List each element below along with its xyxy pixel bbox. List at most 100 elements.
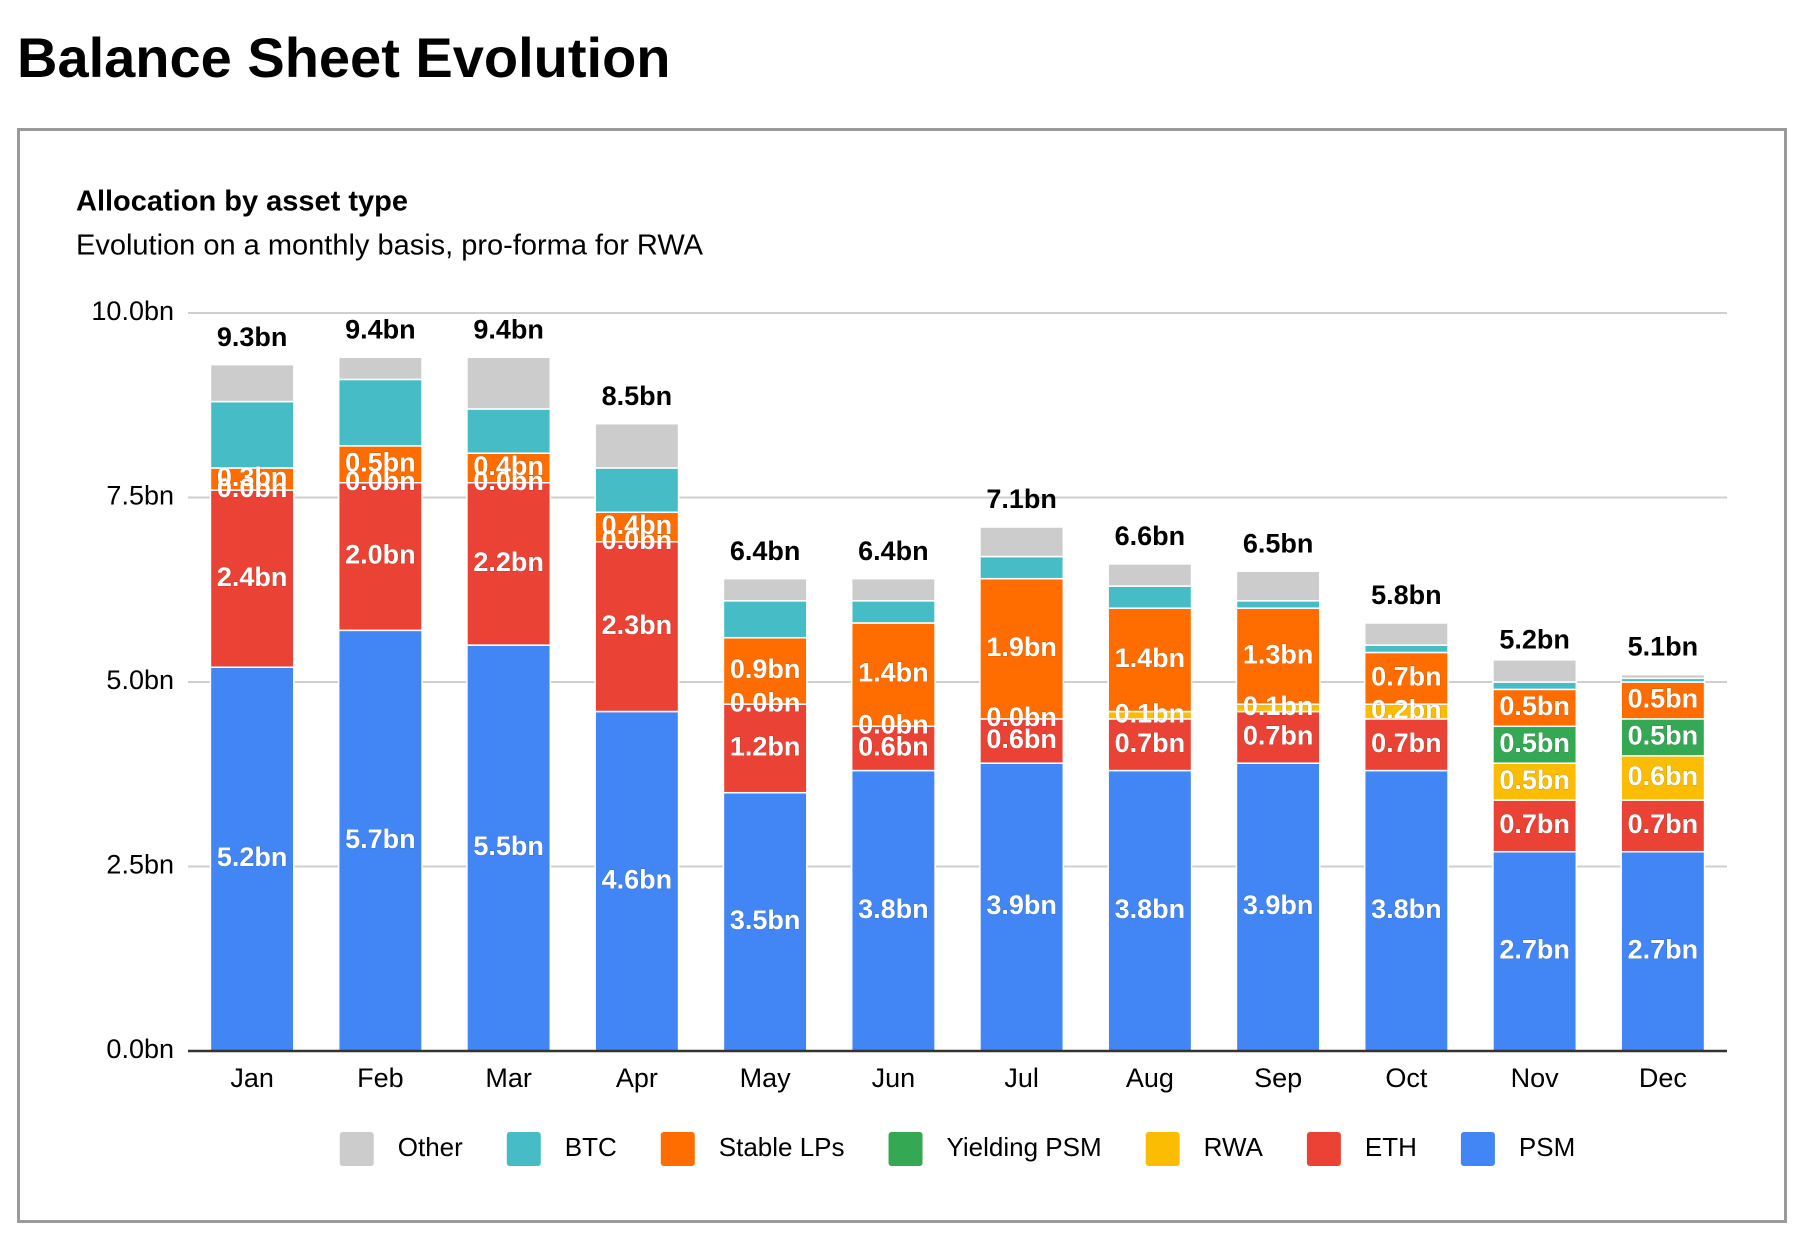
data-label: 5.2bn xyxy=(217,842,288,872)
legend-label: BTC xyxy=(565,1132,617,1162)
bar-segment xyxy=(979,762,1065,1052)
data-label: 0.4bn xyxy=(473,451,544,481)
bar-segment xyxy=(1107,769,1193,1052)
bar-segment xyxy=(466,644,552,1052)
y-tick-label: 5.0bn xyxy=(106,665,174,695)
legend-label: PSM xyxy=(1519,1132,1575,1162)
bar-segment xyxy=(1620,755,1706,801)
bar-segment xyxy=(209,363,295,403)
bar-segment xyxy=(594,541,680,713)
data-label: 0.3bn xyxy=(217,462,288,492)
total-label: 6.4bn xyxy=(730,536,801,566)
bar-segment xyxy=(1107,718,1193,772)
legend-label: Stable LPs xyxy=(719,1132,845,1162)
data-label: 0.6bn xyxy=(858,732,929,762)
bar-segment xyxy=(337,356,423,381)
bar-segment xyxy=(979,718,1065,764)
bar-segment xyxy=(337,378,423,447)
x-tick-label: Oct xyxy=(1385,1063,1428,1093)
data-label: 0.0bn xyxy=(730,687,801,717)
data-label: 0.5bn xyxy=(1628,720,1699,750)
total-label: 6.4bn xyxy=(858,536,929,566)
bar-segment xyxy=(1492,725,1578,764)
legend-swatch xyxy=(1460,1132,1495,1166)
bar-segment xyxy=(1620,718,1706,757)
bar-segment xyxy=(594,511,680,543)
data-label: 0.0bn xyxy=(345,466,416,496)
data-label: 0.6bn xyxy=(986,724,1057,754)
bar-segment xyxy=(1235,570,1321,602)
data-label: 3.8bn xyxy=(1115,894,1186,924)
bar-segment xyxy=(1492,850,1578,1052)
data-label: 2.7bn xyxy=(1628,934,1699,964)
bar-segment xyxy=(979,526,1065,558)
total-label: 5.2bn xyxy=(1499,624,1570,654)
x-tick-label: Aug xyxy=(1126,1063,1174,1093)
bar-segment xyxy=(1492,681,1578,691)
bar-segment xyxy=(1620,681,1706,720)
data-label: 0.0bn xyxy=(858,709,929,739)
x-tick-label: Jun xyxy=(872,1063,916,1093)
data-label: 0.5bn xyxy=(1499,765,1570,795)
data-label: 0.5bn xyxy=(1499,728,1570,758)
y-tick-label: 10.0bn xyxy=(91,296,174,326)
data-label: 0.7bn xyxy=(1243,720,1314,750)
legend-label: Other xyxy=(398,1132,463,1162)
data-label: 3.8bn xyxy=(858,894,929,924)
x-tick-label: Jul xyxy=(1004,1063,1039,1093)
bar-segment xyxy=(722,636,808,705)
y-tick-label: 0.0bn xyxy=(106,1034,174,1064)
bar-segment xyxy=(594,422,680,469)
data-label: 0.4bn xyxy=(602,510,673,540)
data-label: 1.9bn xyxy=(986,632,1057,662)
data-label: 0.9bn xyxy=(730,654,801,684)
data-label: 0.1bn xyxy=(1115,698,1186,728)
bar-segment xyxy=(1235,762,1321,1052)
chart-title: Allocation by asset type xyxy=(76,186,408,218)
total-label: 9.4bn xyxy=(345,314,416,344)
legend-swatch xyxy=(1145,1132,1180,1166)
bar-segment xyxy=(1620,799,1706,853)
data-label: 0.7bn xyxy=(1371,728,1442,758)
bar-segment xyxy=(594,710,680,1052)
data-label: 2.2bn xyxy=(473,547,544,577)
bar-segment xyxy=(337,481,423,632)
bar-segment xyxy=(594,467,680,514)
data-label: 3.8bn xyxy=(1371,894,1442,924)
data-label: 5.7bn xyxy=(345,824,416,854)
total-label: 5.8bn xyxy=(1371,580,1442,610)
bar-segment xyxy=(1363,718,1449,772)
x-tick-label: Jan xyxy=(230,1063,274,1093)
bar-segment xyxy=(722,600,808,639)
bar-segment xyxy=(1492,659,1578,683)
data-label: 0.1bn xyxy=(1243,691,1314,721)
bar-segment xyxy=(850,725,936,772)
x-tick-label: Mar xyxy=(485,1063,532,1093)
data-label: 3.9bn xyxy=(1243,890,1314,920)
bar-segment xyxy=(979,555,1065,580)
x-tick-label: Dec xyxy=(1639,1063,1687,1093)
chart-subtitle: Evolution on a monthly basis, pro-forma … xyxy=(76,230,704,262)
legend-label: RWA xyxy=(1204,1132,1264,1162)
total-label: 8.5bn xyxy=(602,381,673,411)
data-label: 0.0bn xyxy=(473,466,544,496)
bar-segment xyxy=(1107,585,1193,609)
data-label: 0.7bn xyxy=(1115,728,1186,758)
data-label: 1.4bn xyxy=(1115,643,1186,673)
legend-label: Yielding PSM xyxy=(947,1132,1102,1162)
bar-segment xyxy=(1107,563,1193,587)
bar-segment xyxy=(466,481,552,646)
bar-segment xyxy=(722,577,808,602)
bar-segment xyxy=(1620,850,1706,1052)
bar-segment xyxy=(1492,799,1578,853)
data-label: 1.4bn xyxy=(858,658,929,688)
total-label: 9.3bn xyxy=(217,322,288,352)
bar-segment xyxy=(1492,762,1578,801)
data-label: 5.5bn xyxy=(473,831,544,861)
data-label: 3.5bn xyxy=(730,905,801,935)
total-label: 5.1bn xyxy=(1628,632,1699,662)
data-label: 0.6bn xyxy=(1628,761,1699,791)
data-label: 0.7bn xyxy=(1628,809,1699,839)
